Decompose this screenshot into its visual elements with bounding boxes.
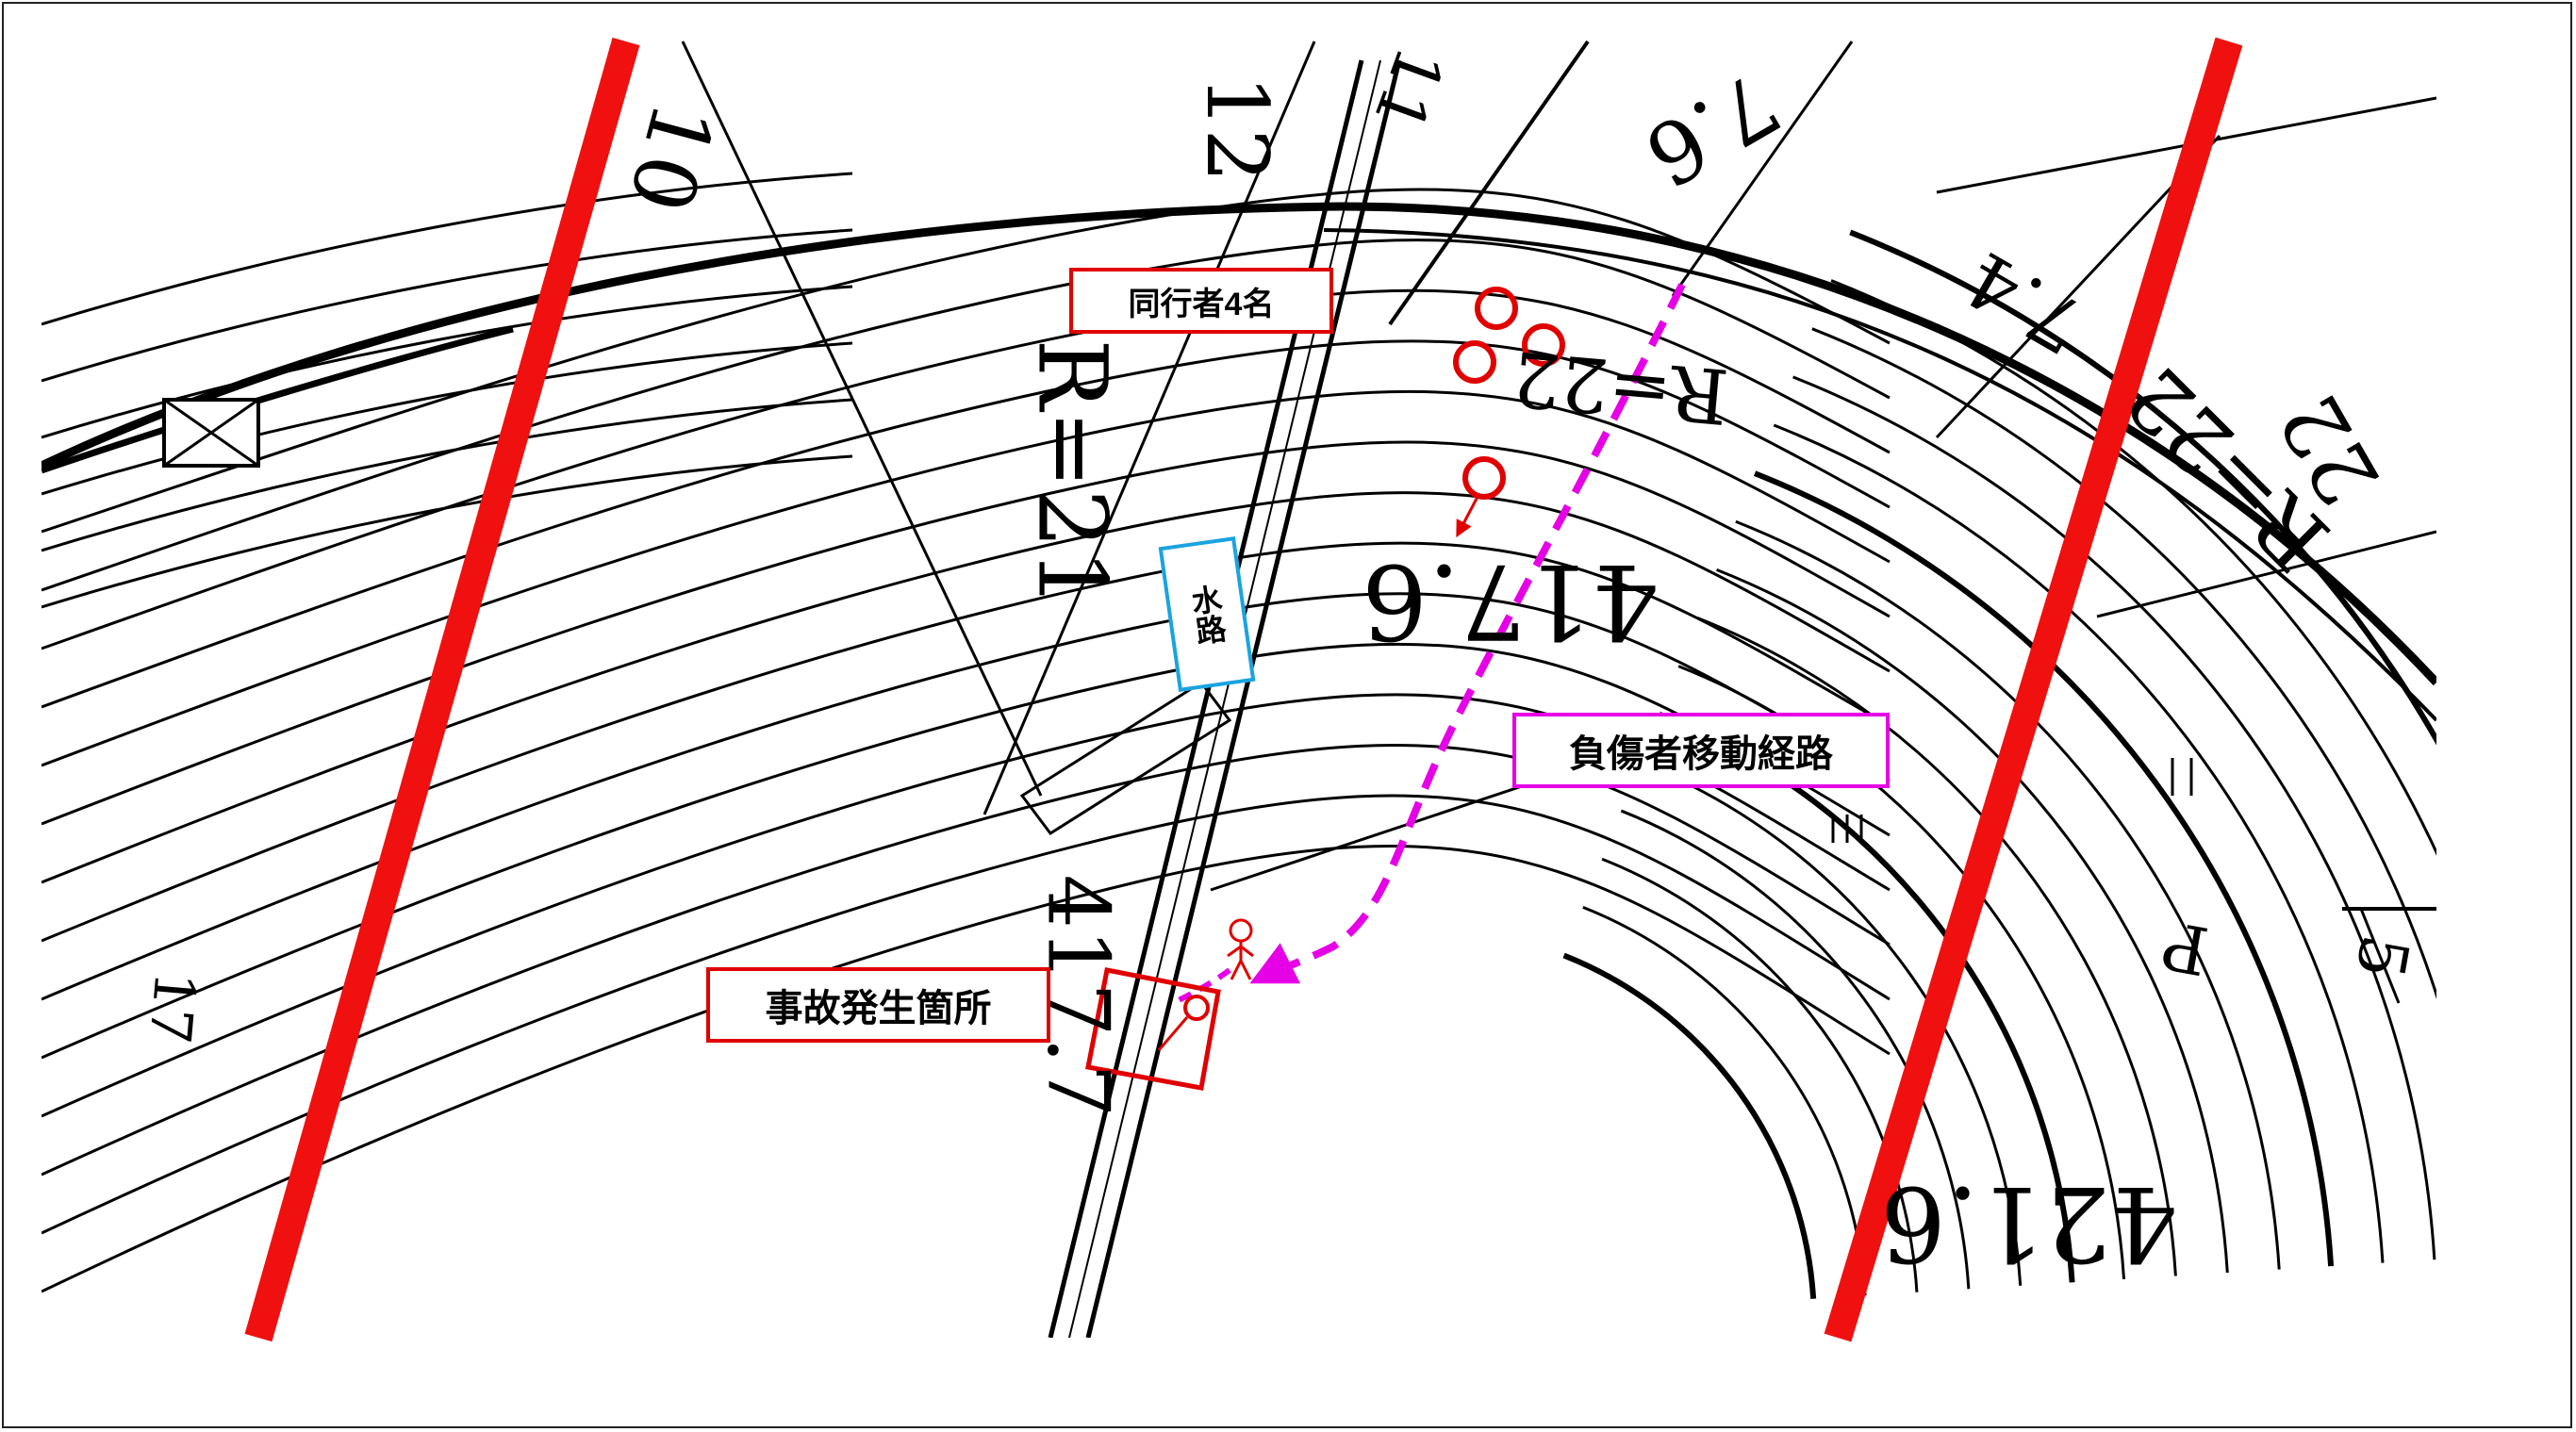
injured-route-path — [1249, 283, 1686, 984]
contour-arc — [1735, 519, 2281, 1270]
contour-line — [41, 642, 1891, 1060]
companion-markers — [1453, 287, 1565, 500]
contour-line — [41, 228, 853, 383]
dim-line-4 — [1671, 41, 1854, 297]
contour-line — [41, 389, 1891, 767]
contour-arc — [1640, 761, 2023, 1286]
boundary-red-line-left — [244, 37, 640, 1342]
contour-arc — [1620, 809, 1971, 1290]
contour-line — [41, 440, 1891, 826]
contour-arc — [1792, 375, 2436, 1260]
contour-arc — [1773, 423, 2385, 1263]
boundary-red-line-right — [1824, 37, 2243, 1342]
elevation-4216: 421.6 — [1880, 1163, 2177, 1284]
contour-line — [41, 188, 1891, 534]
radius-label-r21: R=21 — [1016, 338, 1128, 609]
road-edge-arc-inner — [1323, 228, 2436, 722]
radius-label-r22-center: R=22 — [1509, 334, 1732, 440]
injured-person-icon — [1227, 918, 1254, 980]
contour-line — [41, 341, 853, 496]
contour-arc — [1849, 229, 2436, 746]
contour-line — [41, 541, 1891, 943]
dim-line-6 — [2096, 530, 2436, 618]
dimension-12: 12 — [1186, 74, 1286, 183]
contour-line — [41, 454, 853, 609]
accident-site-label: 事故発生箇所 — [706, 967, 1050, 1043]
dim-line-2 — [983, 41, 1316, 815]
road-line-left — [41, 325, 514, 474]
contour-arc — [1696, 617, 2177, 1276]
contour-line — [41, 398, 853, 552]
contour-arc — [1753, 470, 2335, 1267]
contour-arc — [1582, 905, 1867, 1296]
contour-line — [41, 172, 853, 326]
dim-line-10 — [2359, 908, 2401, 1004]
dim-line-7 — [1210, 775, 1551, 892]
dim-line-1 — [681, 41, 1043, 797]
waterway-edge-right — [1085, 59, 1402, 1338]
contour-line — [41, 845, 1891, 1293]
contour-line — [41, 339, 1891, 709]
injured-route-label: 負傷者移動経路 — [1512, 713, 1890, 788]
dim-line-3 — [1388, 40, 1590, 326]
road-edge-arc — [41, 202, 2436, 686]
structure-outline — [1019, 680, 1232, 836]
contour-arc — [1716, 568, 2229, 1274]
contour-line — [41, 794, 1891, 1235]
contour-arc — [1601, 857, 1919, 1292]
companion-arrow — [1456, 496, 1479, 538]
contour-line — [41, 285, 853, 439]
elevation-4176: 417.6 — [1362, 541, 1659, 662]
contour-line — [41, 592, 1891, 1001]
site-plan-map — [41, 37, 2436, 1342]
mark-17: 17 — [135, 968, 208, 1047]
contour-line — [41, 491, 1891, 884]
accident-site-marker — [1085, 967, 1221, 1091]
contour-arc — [1811, 327, 2436, 999]
companions-label: 同行者4名 — [1069, 268, 1333, 334]
hatch-marks — [1831, 758, 2193, 843]
manhole-box — [162, 398, 260, 468]
contour-arc — [1562, 952, 1817, 1299]
